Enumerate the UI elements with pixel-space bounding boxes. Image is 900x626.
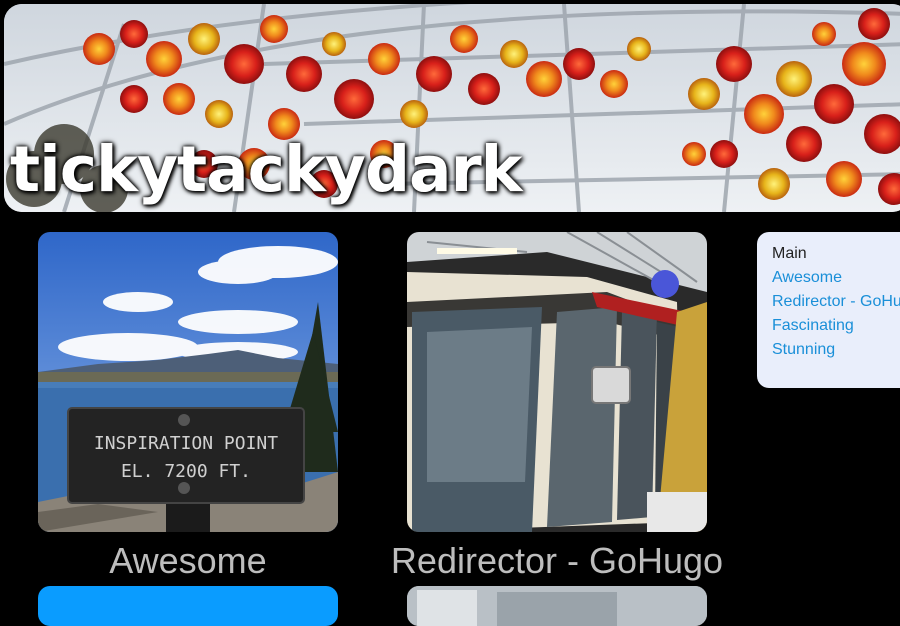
monorail-train-photo — [407, 232, 707, 532]
sign-text-line1: INSPIRATION POINT — [94, 433, 278, 454]
post-card-partial-photo[interactable] — [407, 586, 707, 626]
site-banner: tickytackydark — [4, 4, 900, 212]
card-thumbnail[interactable] — [407, 232, 707, 532]
partial-thumbnail-photo — [407, 586, 707, 626]
card-thumbnail[interactable]: INSPIRATION POINT EL. 7200 FT. — [38, 232, 338, 532]
sidebar-item-fascinating[interactable]: Fascinating — [772, 317, 854, 334]
post-card-awesome[interactable]: INSPIRATION POINT EL. 7200 FT. Awesome — [38, 232, 368, 582]
glass-flowers-banner-image — [4, 4, 900, 212]
sidebar-menu: Main Awesome Redirector - GoHugo Fascina… — [757, 232, 900, 388]
post-card-redirector-gohugo[interactable]: Redirector - GoHugo — [391, 232, 737, 582]
inspiration-point-sign-photo: INSPIRATION POINT EL. 7200 FT. — [38, 232, 338, 532]
sidebar-item-awesome[interactable]: Awesome — [772, 269, 842, 286]
post-card-partial-blue[interactable] — [38, 586, 338, 626]
sidebar-item-main: Main — [772, 245, 807, 262]
sidebar-item-redirector-gohugo[interactable]: Redirector - GoHugo — [772, 293, 900, 310]
card-title[interactable]: Redirector - GoHugo — [390, 540, 724, 581]
sign-text-line2: EL. 7200 FT. — [121, 461, 251, 482]
sidebar-item-stunning[interactable]: Stunning — [772, 341, 836, 358]
card-title[interactable]: Awesome — [109, 540, 267, 581]
site-title-link[interactable]: tickytackydark — [10, 133, 523, 206]
